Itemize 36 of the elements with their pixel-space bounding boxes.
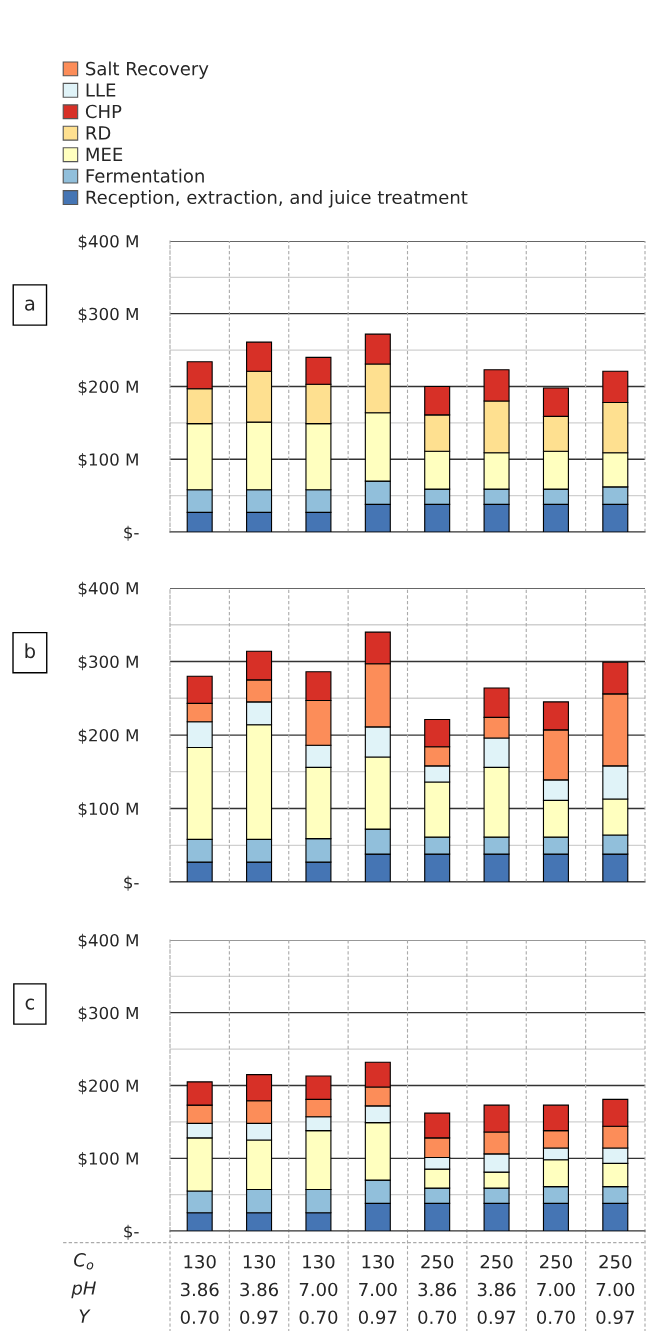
- x-tick-label: 130 3.86 0.97: [240, 1254, 279, 1325]
- text: C$_{o}$: [74, 1253, 94, 1270]
- y-tick-label: $200 M: [78, 380, 138, 396]
- legend-label: MEE: [86, 147, 123, 161]
- x-tick-label: 130 3.86 0.70: [180, 1254, 219, 1325]
- y-tick-label: $-: [124, 525, 139, 541]
- x-tick-label: 130 7.00 0.97: [358, 1254, 397, 1325]
- y-tick-label: $100 M: [78, 802, 138, 818]
- y-tick-label: $300 M: [78, 307, 138, 323]
- y-tick-label: $200 M: [78, 728, 138, 744]
- text: a: [25, 299, 35, 311]
- y-tick-label: $300 M: [78, 655, 138, 671]
- x-tick-label: 250 3.86 0.70: [418, 1254, 457, 1325]
- text: c: [25, 998, 35, 1010]
- legend-label: Salt Recovery: [86, 61, 209, 79]
- x-tick-label: 250 7.00 0.97: [596, 1254, 635, 1325]
- y-tick-label: $-: [124, 875, 139, 891]
- text: pH: [71, 1281, 96, 1299]
- x-tick-label: 130 7.00 0.70: [299, 1254, 338, 1325]
- legend-label: Reception, extraction, and juice treatment: [86, 190, 468, 208]
- x-tick-label: 250 7.00 0.70: [537, 1254, 575, 1325]
- text: b: [25, 643, 35, 659]
- legend-label: RD: [86, 126, 111, 140]
- text: Y: [79, 1309, 91, 1323]
- y-tick-label: $200 M: [78, 1079, 138, 1095]
- legend-label: LLE: [86, 83, 116, 97]
- y-tick-label: $400 M: [78, 581, 138, 597]
- y-tick-label: $300 M: [78, 1006, 138, 1022]
- legend-label: CHP: [85, 104, 122, 119]
- y-tick-label: $400 M: [78, 933, 138, 949]
- y-tick-label: $-: [124, 1224, 139, 1240]
- x-tick-label: 250 3.86 0.97: [477, 1254, 516, 1325]
- y-tick-label: $400 M: [78, 234, 138, 250]
- legend-label: Fermentation: [86, 168, 204, 183]
- y-tick-label: $100 M: [78, 452, 138, 469]
- y-tick-label: $100 M: [78, 1151, 138, 1168]
